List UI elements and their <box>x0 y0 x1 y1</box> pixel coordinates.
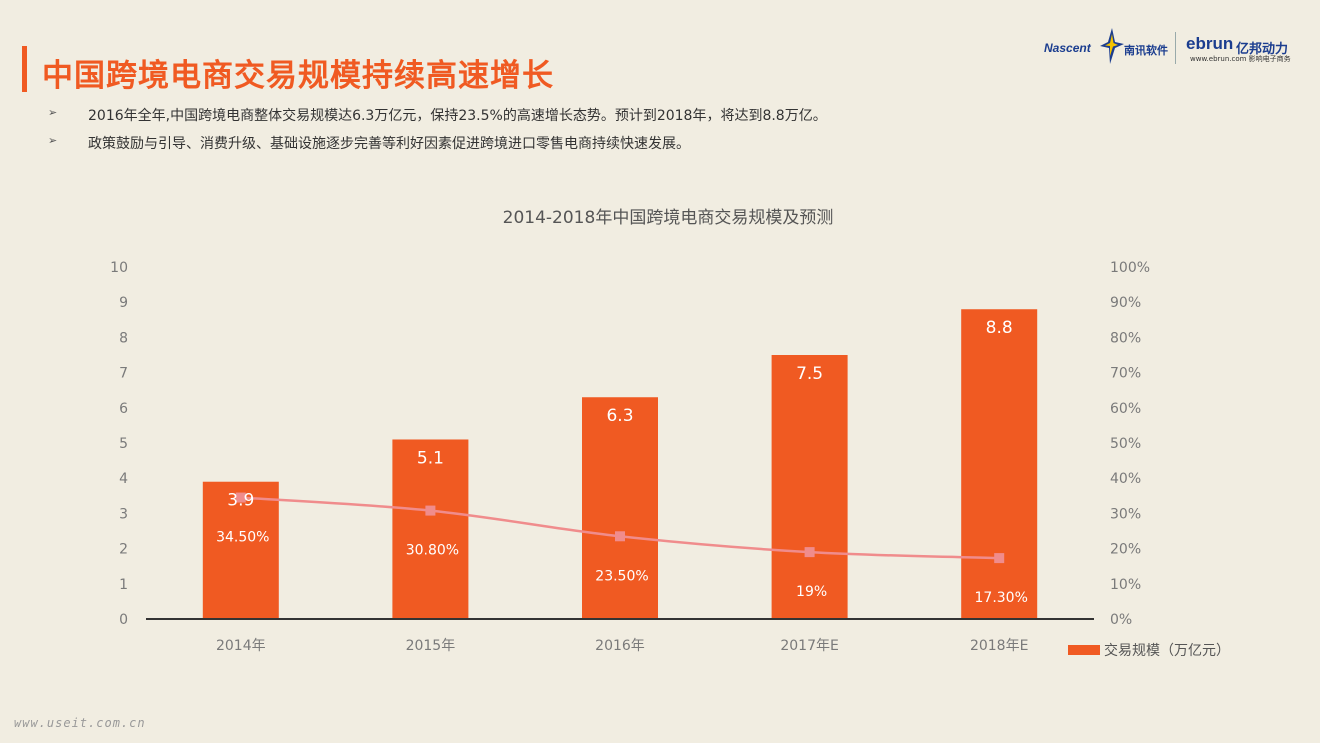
y2-tick-label: 0% <box>1110 612 1132 628</box>
nascent-logo-cn: 南讯软件 <box>1124 44 1168 57</box>
bar <box>392 439 469 619</box>
x-tick-label: 2015年 <box>406 638 456 654</box>
y-tick-label: 9 <box>119 295 128 311</box>
y-tick-label: 3 <box>119 506 128 522</box>
page-title: 中国跨境电商交易规模持续高速增长 <box>42 58 554 94</box>
bullet-arrow-icon: ➢ <box>48 134 58 147</box>
x-tick-label: 2017年E <box>780 638 838 654</box>
title-accent-bar <box>22 46 27 92</box>
y-tick-label: 2 <box>119 542 128 558</box>
y-tick-label: 4 <box>119 471 128 487</box>
growth-rate-marker <box>804 547 815 558</box>
y2-tick-label: 40% <box>1110 471 1141 487</box>
y2-tick-label: 90% <box>1110 295 1141 311</box>
y-tick-label: 5 <box>119 436 128 452</box>
y2-tick-label: 70% <box>1110 366 1141 382</box>
legend-swatch <box>1068 645 1100 655</box>
growth-rate-marker <box>425 505 436 516</box>
chart-title: 2014-2018年中国跨境电商交易规模及预测 <box>503 208 834 228</box>
bullet-text: 政策鼓励与引导、消费升级、基础设施逐步完善等利好因素促进跨境进口零售电商持续快速… <box>88 136 690 152</box>
y-tick-label: 10 <box>110 260 128 276</box>
nascent-logo: Nascent <box>1044 41 1091 55</box>
growth-rate-label: 19% <box>796 584 827 600</box>
growth-rate-label: 34.50% <box>216 530 269 546</box>
growth-rate-marker <box>235 492 246 503</box>
growth-rate-marker <box>615 531 625 542</box>
y-tick-label: 6 <box>119 401 128 417</box>
y2-tick-label: 60% <box>1110 401 1141 417</box>
bar <box>961 309 1038 619</box>
x-tick-label: 2018年E <box>970 638 1028 654</box>
logo-divider <box>1175 32 1176 64</box>
y2-tick-label: 80% <box>1110 330 1141 346</box>
growth-rate-label: 17.30% <box>975 590 1028 606</box>
bullet-text: 2016年全年,中国跨境电商整体交易规模达6.3万亿元，保持23.5%的高速增长… <box>88 108 827 124</box>
chart-legend: 交易规模（万亿元） <box>1068 642 1230 659</box>
x-tick-label: 2014年 <box>216 638 266 654</box>
y2-tick-label: 20% <box>1110 542 1141 558</box>
bar-value-label: 8.8 <box>986 318 1013 338</box>
y2-tick-label: 50% <box>1110 436 1141 452</box>
y-tick-label: 1 <box>119 577 128 593</box>
growth-rate-label: 23.50% <box>595 568 648 584</box>
bar-value-label: 5.1 <box>417 448 444 468</box>
y2-tick-label: 10% <box>1110 577 1141 593</box>
growth-rate-marker <box>994 553 1005 564</box>
growth-rate-label: 30.80% <box>406 543 459 559</box>
bar-value-label: 3.9 <box>227 491 254 511</box>
ebrun-logo: ebrun <box>1186 34 1234 53</box>
ebrun-logo-cn: 亿邦动力 <box>1236 42 1289 57</box>
bar-value-label: 6.3 <box>606 406 633 426</box>
bullet-arrow-icon: ➢ <box>48 106 58 119</box>
bar <box>771 355 848 619</box>
ebrun-logo-subtitle: www.ebrun.com 影响电子商务 <box>1190 55 1291 63</box>
y-tick-label: 8 <box>119 330 128 346</box>
legend-label: 交易规模（万亿元） <box>1104 642 1230 659</box>
y-tick-label: 0 <box>119 612 128 628</box>
bar-value-label: 7.5 <box>796 364 823 384</box>
partner-logos: Nascent 南讯软件 ebrun 亿邦动力 www.ebrun.com 影响… <box>1040 26 1291 68</box>
watermark: www.useit.com.cn <box>14 716 146 730</box>
x-tick-label: 2016年 <box>595 638 645 654</box>
y2-tick-label: 30% <box>1110 506 1141 522</box>
bar <box>202 481 279 619</box>
nascent-star-icon <box>1100 28 1124 64</box>
bar <box>582 397 658 619</box>
y2-tick-label: 100% <box>1110 260 1150 276</box>
y-tick-label: 7 <box>119 366 128 382</box>
